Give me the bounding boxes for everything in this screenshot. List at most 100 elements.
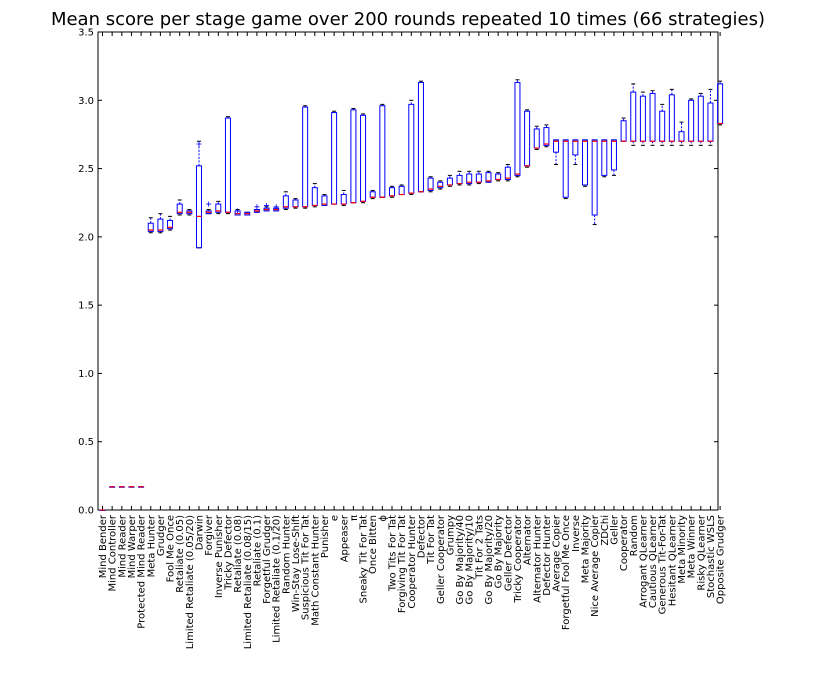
x-category-label: Go By Majority bbox=[494, 515, 505, 588]
box-body bbox=[437, 181, 444, 189]
box-14 bbox=[234, 208, 241, 216]
box-24 bbox=[331, 110, 338, 205]
x-category-label: Punisher bbox=[320, 514, 331, 558]
x-category-label: Go By Majority/20 bbox=[484, 515, 495, 604]
box-26 bbox=[350, 107, 357, 204]
x-category-label: Mind Warper bbox=[127, 514, 138, 578]
y-tick-label: 3.0 bbox=[78, 96, 94, 107]
box-8 bbox=[176, 199, 183, 216]
box-17 bbox=[263, 202, 270, 212]
x-category-label: Go By Majority/40 bbox=[455, 515, 466, 604]
x-category-label: Limited Retaliate (0.08/15) bbox=[243, 515, 254, 649]
box-1 bbox=[109, 486, 116, 488]
x-category-label: Protected Mind Reader bbox=[137, 514, 148, 629]
box-33 bbox=[417, 80, 424, 193]
box-29 bbox=[379, 103, 386, 198]
box-body bbox=[562, 139, 569, 198]
box-body bbox=[466, 173, 473, 185]
x-category-label: Forgetful Grudger bbox=[262, 514, 273, 604]
box-53 bbox=[610, 139, 617, 176]
x-category-label: Nice Average Copier bbox=[590, 514, 601, 617]
box-body bbox=[196, 165, 202, 249]
box-48 bbox=[562, 139, 569, 200]
boxplot-series bbox=[99, 79, 724, 511]
box-30 bbox=[389, 185, 395, 198]
x-category-label: Average Copier bbox=[552, 514, 563, 592]
box-63 bbox=[707, 88, 714, 146]
x-category-label: Appeaser bbox=[339, 514, 350, 562]
x-category-label: Tricky Defector bbox=[223, 514, 234, 591]
x-category-label: Random Hunter bbox=[281, 514, 292, 594]
box-36 bbox=[446, 174, 453, 187]
outlier-marker bbox=[264, 202, 270, 208]
box-10 bbox=[196, 140, 202, 249]
box-44 bbox=[524, 109, 531, 168]
box-body bbox=[176, 203, 183, 215]
y-tick-label: 1.5 bbox=[78, 301, 94, 312]
x-category-label: Cooperator bbox=[619, 514, 630, 571]
box-56 bbox=[639, 91, 646, 146]
box-15 bbox=[244, 211, 251, 216]
x-category-label: Forgiver bbox=[204, 514, 215, 556]
box-body bbox=[572, 139, 579, 156]
box-6 bbox=[157, 213, 164, 234]
box-16 bbox=[253, 204, 260, 213]
x-category-label: Limited Retaliate (0.1/20) bbox=[272, 515, 283, 643]
x-category-label: Geller Cooperator bbox=[436, 514, 447, 604]
box-body bbox=[514, 82, 521, 176]
box-27 bbox=[360, 113, 367, 204]
x-category-label: Inverse Punisher bbox=[214, 514, 225, 598]
box-21 bbox=[302, 105, 309, 209]
y-tick-label: 2.0 bbox=[78, 232, 94, 243]
outlier-marker bbox=[235, 208, 241, 214]
box-31 bbox=[398, 184, 405, 196]
box-18 bbox=[273, 204, 280, 212]
box-2 bbox=[118, 486, 125, 488]
box-body bbox=[147, 222, 154, 232]
box-0 bbox=[99, 509, 106, 511]
box-body bbox=[282, 195, 289, 209]
x-category-label: Math Constant Hunter bbox=[310, 514, 321, 626]
box-body bbox=[610, 139, 617, 171]
box-body bbox=[543, 127, 550, 146]
x-category-label: Limited Retaliate (0.05/20) bbox=[185, 515, 196, 649]
box-35 bbox=[437, 180, 444, 190]
box-40 bbox=[485, 170, 492, 183]
x-category-label: Retaliate (0.05) bbox=[175, 515, 186, 593]
box-45 bbox=[533, 125, 540, 150]
x-category-label: Hesitant QLearner bbox=[667, 514, 678, 606]
box-25 bbox=[340, 189, 347, 206]
x-category-label: Meta Winner bbox=[687, 514, 698, 578]
x-category-label: Retaliate (0.1) bbox=[252, 515, 263, 586]
x-category-label: Defector bbox=[416, 514, 427, 558]
x-category-label: Meta Hunter bbox=[146, 514, 157, 577]
box-body bbox=[591, 139, 598, 216]
x-category-label: Generous Tit-For-Tat bbox=[658, 515, 669, 614]
box-body bbox=[157, 218, 164, 232]
x-category-label: Arrogant QLearner bbox=[638, 514, 649, 608]
box-body bbox=[427, 177, 434, 191]
x-category-label: Risky QLearner bbox=[696, 514, 707, 590]
x-category-label: Stochastic WSLS bbox=[706, 515, 717, 598]
box-58 bbox=[659, 103, 666, 146]
x-category-label: Random bbox=[629, 515, 640, 556]
box-23 bbox=[321, 194, 328, 206]
box-39 bbox=[475, 170, 482, 185]
box-52 bbox=[601, 139, 608, 178]
x-category-label: Mind Bender bbox=[98, 514, 109, 578]
outlier-marker bbox=[273, 204, 279, 210]
x-category-label: Cooperator Hunter bbox=[407, 514, 418, 609]
x-category-label: e bbox=[330, 515, 341, 521]
x-category-label: Forgiving Tit For Tat bbox=[397, 515, 408, 613]
box-43 bbox=[514, 79, 521, 178]
x-category-label: Alternator bbox=[523, 514, 534, 565]
chart-title: Mean score per stage game over 200 round… bbox=[51, 9, 765, 30]
x-category-label: Cautious QLearner bbox=[648, 514, 659, 608]
box-41 bbox=[495, 172, 502, 182]
box-body bbox=[504, 166, 511, 180]
y-tick-label: 3.5 bbox=[78, 28, 94, 39]
box-9 bbox=[186, 209, 193, 216]
box-19 bbox=[282, 191, 289, 211]
box-55 bbox=[630, 83, 637, 146]
